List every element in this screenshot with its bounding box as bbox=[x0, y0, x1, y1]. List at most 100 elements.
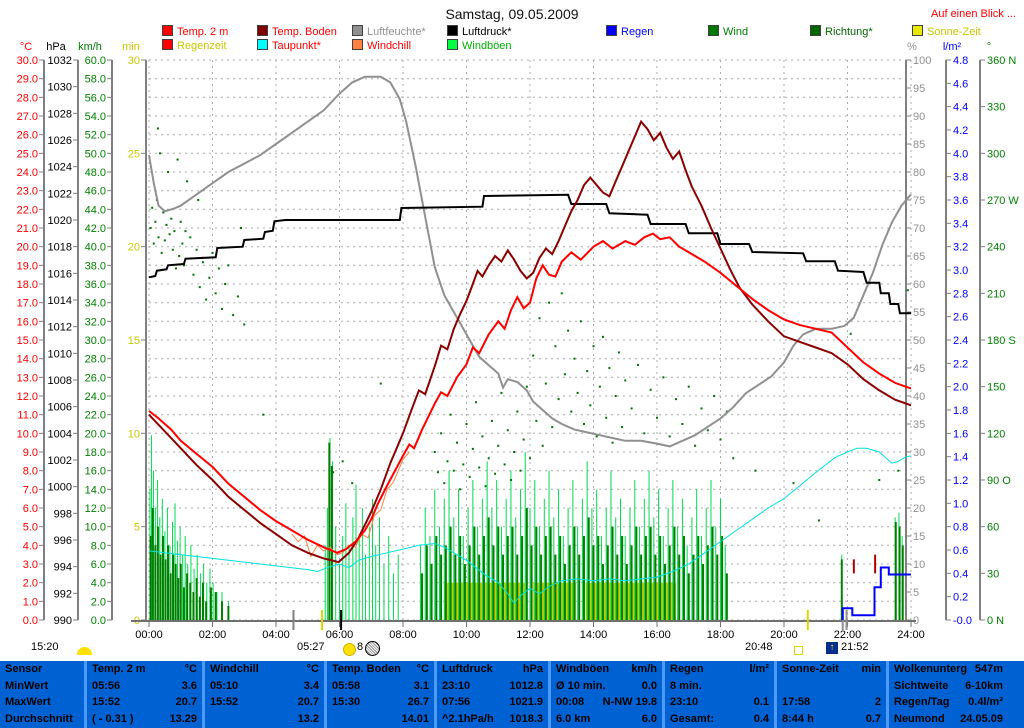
legend-swatch-icon bbox=[447, 39, 458, 50]
svg-text:4.6: 4.6 bbox=[953, 78, 968, 90]
svg-text:18.0: 18.0 bbox=[85, 447, 106, 459]
svg-text:240: 240 bbox=[987, 242, 1005, 254]
table-row: 05:10 3.4 bbox=[210, 679, 319, 692]
svg-text:2.4: 2.4 bbox=[953, 335, 968, 347]
svg-text:°C: °C bbox=[20, 41, 32, 53]
table-row: 23:10 1012.8 bbox=[442, 679, 543, 692]
svg-text:85: 85 bbox=[913, 139, 925, 151]
legend-item-luftdruck-[interactable]: Luftdruck* bbox=[447, 25, 512, 38]
svg-text:3.4: 3.4 bbox=[953, 218, 968, 230]
svg-text:54.0: 54.0 bbox=[85, 111, 106, 123]
svg-text:270 W: 270 W bbox=[987, 195, 1019, 207]
table-header-row: Temp. Boden °C bbox=[332, 663, 429, 675]
svg-text:180 S: 180 S bbox=[987, 335, 1016, 347]
svg-text:26.0: 26.0 bbox=[85, 372, 106, 384]
svg-text:1002: 1002 bbox=[48, 455, 72, 467]
svg-text:30.0: 30.0 bbox=[17, 55, 38, 67]
svg-text:12.0: 12.0 bbox=[85, 503, 106, 515]
svg-text:28.0: 28.0 bbox=[17, 92, 38, 104]
svg-text:26.0: 26.0 bbox=[17, 130, 38, 142]
table-header-row: Regen l/m² bbox=[670, 663, 769, 675]
table-row: ^2.1hPa/h 1018.3 bbox=[442, 712, 543, 725]
svg-text:1028: 1028 bbox=[48, 108, 72, 120]
svg-text:75: 75 bbox=[913, 195, 925, 207]
svg-text:30.0: 30.0 bbox=[85, 335, 106, 347]
legend-swatch-icon bbox=[162, 39, 173, 50]
svg-text:4.0: 4.0 bbox=[23, 540, 38, 552]
svg-text:4.0: 4.0 bbox=[953, 148, 968, 160]
svg-text:30: 30 bbox=[913, 447, 925, 459]
svg-text:4.8: 4.8 bbox=[953, 55, 968, 67]
svg-text:20: 20 bbox=[913, 503, 925, 515]
legend-item-luftfeuchte-[interactable]: Luftfeuchte* bbox=[352, 25, 426, 38]
svg-text:1006: 1006 bbox=[48, 402, 72, 414]
svg-text:28.0: 28.0 bbox=[85, 354, 106, 366]
svg-text:°: ° bbox=[987, 41, 991, 53]
svg-text:1004: 1004 bbox=[48, 428, 72, 440]
svg-text:30: 30 bbox=[987, 568, 999, 580]
svg-text:52.0: 52.0 bbox=[85, 130, 106, 142]
svg-text:02:00: 02:00 bbox=[199, 629, 227, 641]
legend-item-regenzeit[interactable]: Regenzeit bbox=[162, 39, 227, 52]
svg-text:1.2: 1.2 bbox=[953, 475, 968, 487]
svg-text:992: 992 bbox=[54, 588, 72, 600]
table-row: Wolkenunterg 547m bbox=[894, 663, 1003, 675]
legend-item-temp-2-m[interactable]: Temp. 2 m bbox=[162, 25, 228, 38]
svg-text:9.0: 9.0 bbox=[23, 447, 38, 459]
svg-text:0 N: 0 N bbox=[987, 615, 1004, 627]
table-row: 17:58 2 bbox=[782, 696, 881, 708]
table-header-row: MaxWert bbox=[5, 696, 51, 708]
svg-text:2.0: 2.0 bbox=[23, 578, 38, 590]
svg-text:22:00: 22:00 bbox=[834, 629, 862, 641]
svg-text:4.0: 4.0 bbox=[91, 578, 106, 590]
svg-text:13.0: 13.0 bbox=[17, 372, 38, 384]
svg-text:8.0: 8.0 bbox=[23, 466, 38, 478]
svg-text:996: 996 bbox=[54, 535, 72, 547]
legend-item-wind[interactable]: Wind bbox=[708, 25, 748, 38]
legend-item-sonne-zeit[interactable]: Sonne-Zeit bbox=[912, 25, 981, 38]
sunrise-sun-icon bbox=[343, 643, 356, 656]
moonset-moon-icon bbox=[365, 641, 380, 656]
svg-text:km/h: km/h bbox=[78, 41, 102, 53]
svg-text:10: 10 bbox=[913, 559, 925, 571]
svg-text:27.0: 27.0 bbox=[17, 111, 38, 123]
svg-text:17.0: 17.0 bbox=[17, 298, 38, 310]
table-row: ( - 0.31 ) 13.29 bbox=[92, 712, 197, 725]
table-row: 15:30 26.7 bbox=[332, 696, 429, 708]
svg-text:11.0: 11.0 bbox=[17, 410, 38, 422]
svg-text:16:00: 16:00 bbox=[643, 629, 671, 641]
svg-text:2.8: 2.8 bbox=[953, 288, 968, 300]
legend-item-taupunkt-[interactable]: Taupunkt* bbox=[257, 39, 321, 52]
moon-left-time: 15:20 bbox=[31, 641, 59, 653]
legend-item-regen[interactable]: Regen bbox=[606, 25, 653, 38]
page-title: Samstag, 09.05.2009 bbox=[445, 6, 579, 22]
svg-text:34.0: 34.0 bbox=[85, 298, 106, 310]
svg-text:40.0: 40.0 bbox=[85, 242, 106, 254]
svg-text:100: 100 bbox=[913, 55, 931, 67]
svg-text:14:00: 14:00 bbox=[580, 629, 608, 641]
legend-item-richtung-[interactable]: Richtung* bbox=[810, 25, 873, 38]
table-row: Regen/Tag 0.4l/m² bbox=[894, 696, 1003, 708]
svg-text:0.0: 0.0 bbox=[23, 615, 38, 627]
svg-text:2.0: 2.0 bbox=[91, 596, 106, 608]
table-header-row: Windchill °C bbox=[210, 663, 319, 675]
legend-item-windb-en[interactable]: Windböen bbox=[447, 39, 512, 52]
moonrise-time: 21:52 bbox=[841, 641, 869, 653]
svg-text:3.0: 3.0 bbox=[23, 559, 38, 571]
legend-swatch-icon bbox=[257, 25, 268, 36]
svg-text:21.0: 21.0 bbox=[17, 223, 38, 235]
table-row: Neumond 24.05.09 bbox=[894, 712, 1003, 725]
legend-swatch-icon bbox=[810, 25, 821, 36]
svg-text:1000: 1000 bbox=[48, 482, 72, 494]
svg-text:18:00: 18:00 bbox=[707, 629, 735, 641]
legend-swatch-icon bbox=[606, 25, 617, 36]
table-row: 05:56 3.6 bbox=[92, 679, 197, 692]
legend-item-windchill[interactable]: Windchill bbox=[352, 39, 411, 52]
quick-view-link[interactable]: Auf einen Blick ... bbox=[931, 8, 1016, 20]
table-row: 15:52 20.7 bbox=[92, 696, 197, 708]
svg-text:7.0: 7.0 bbox=[23, 484, 38, 496]
svg-text:3.8: 3.8 bbox=[953, 172, 968, 184]
table-row: Gesamt: 0.4 bbox=[670, 712, 769, 725]
table-header-row: Durchschnitt bbox=[5, 712, 73, 725]
legend-item-temp-boden[interactable]: Temp. Boden bbox=[257, 25, 337, 38]
